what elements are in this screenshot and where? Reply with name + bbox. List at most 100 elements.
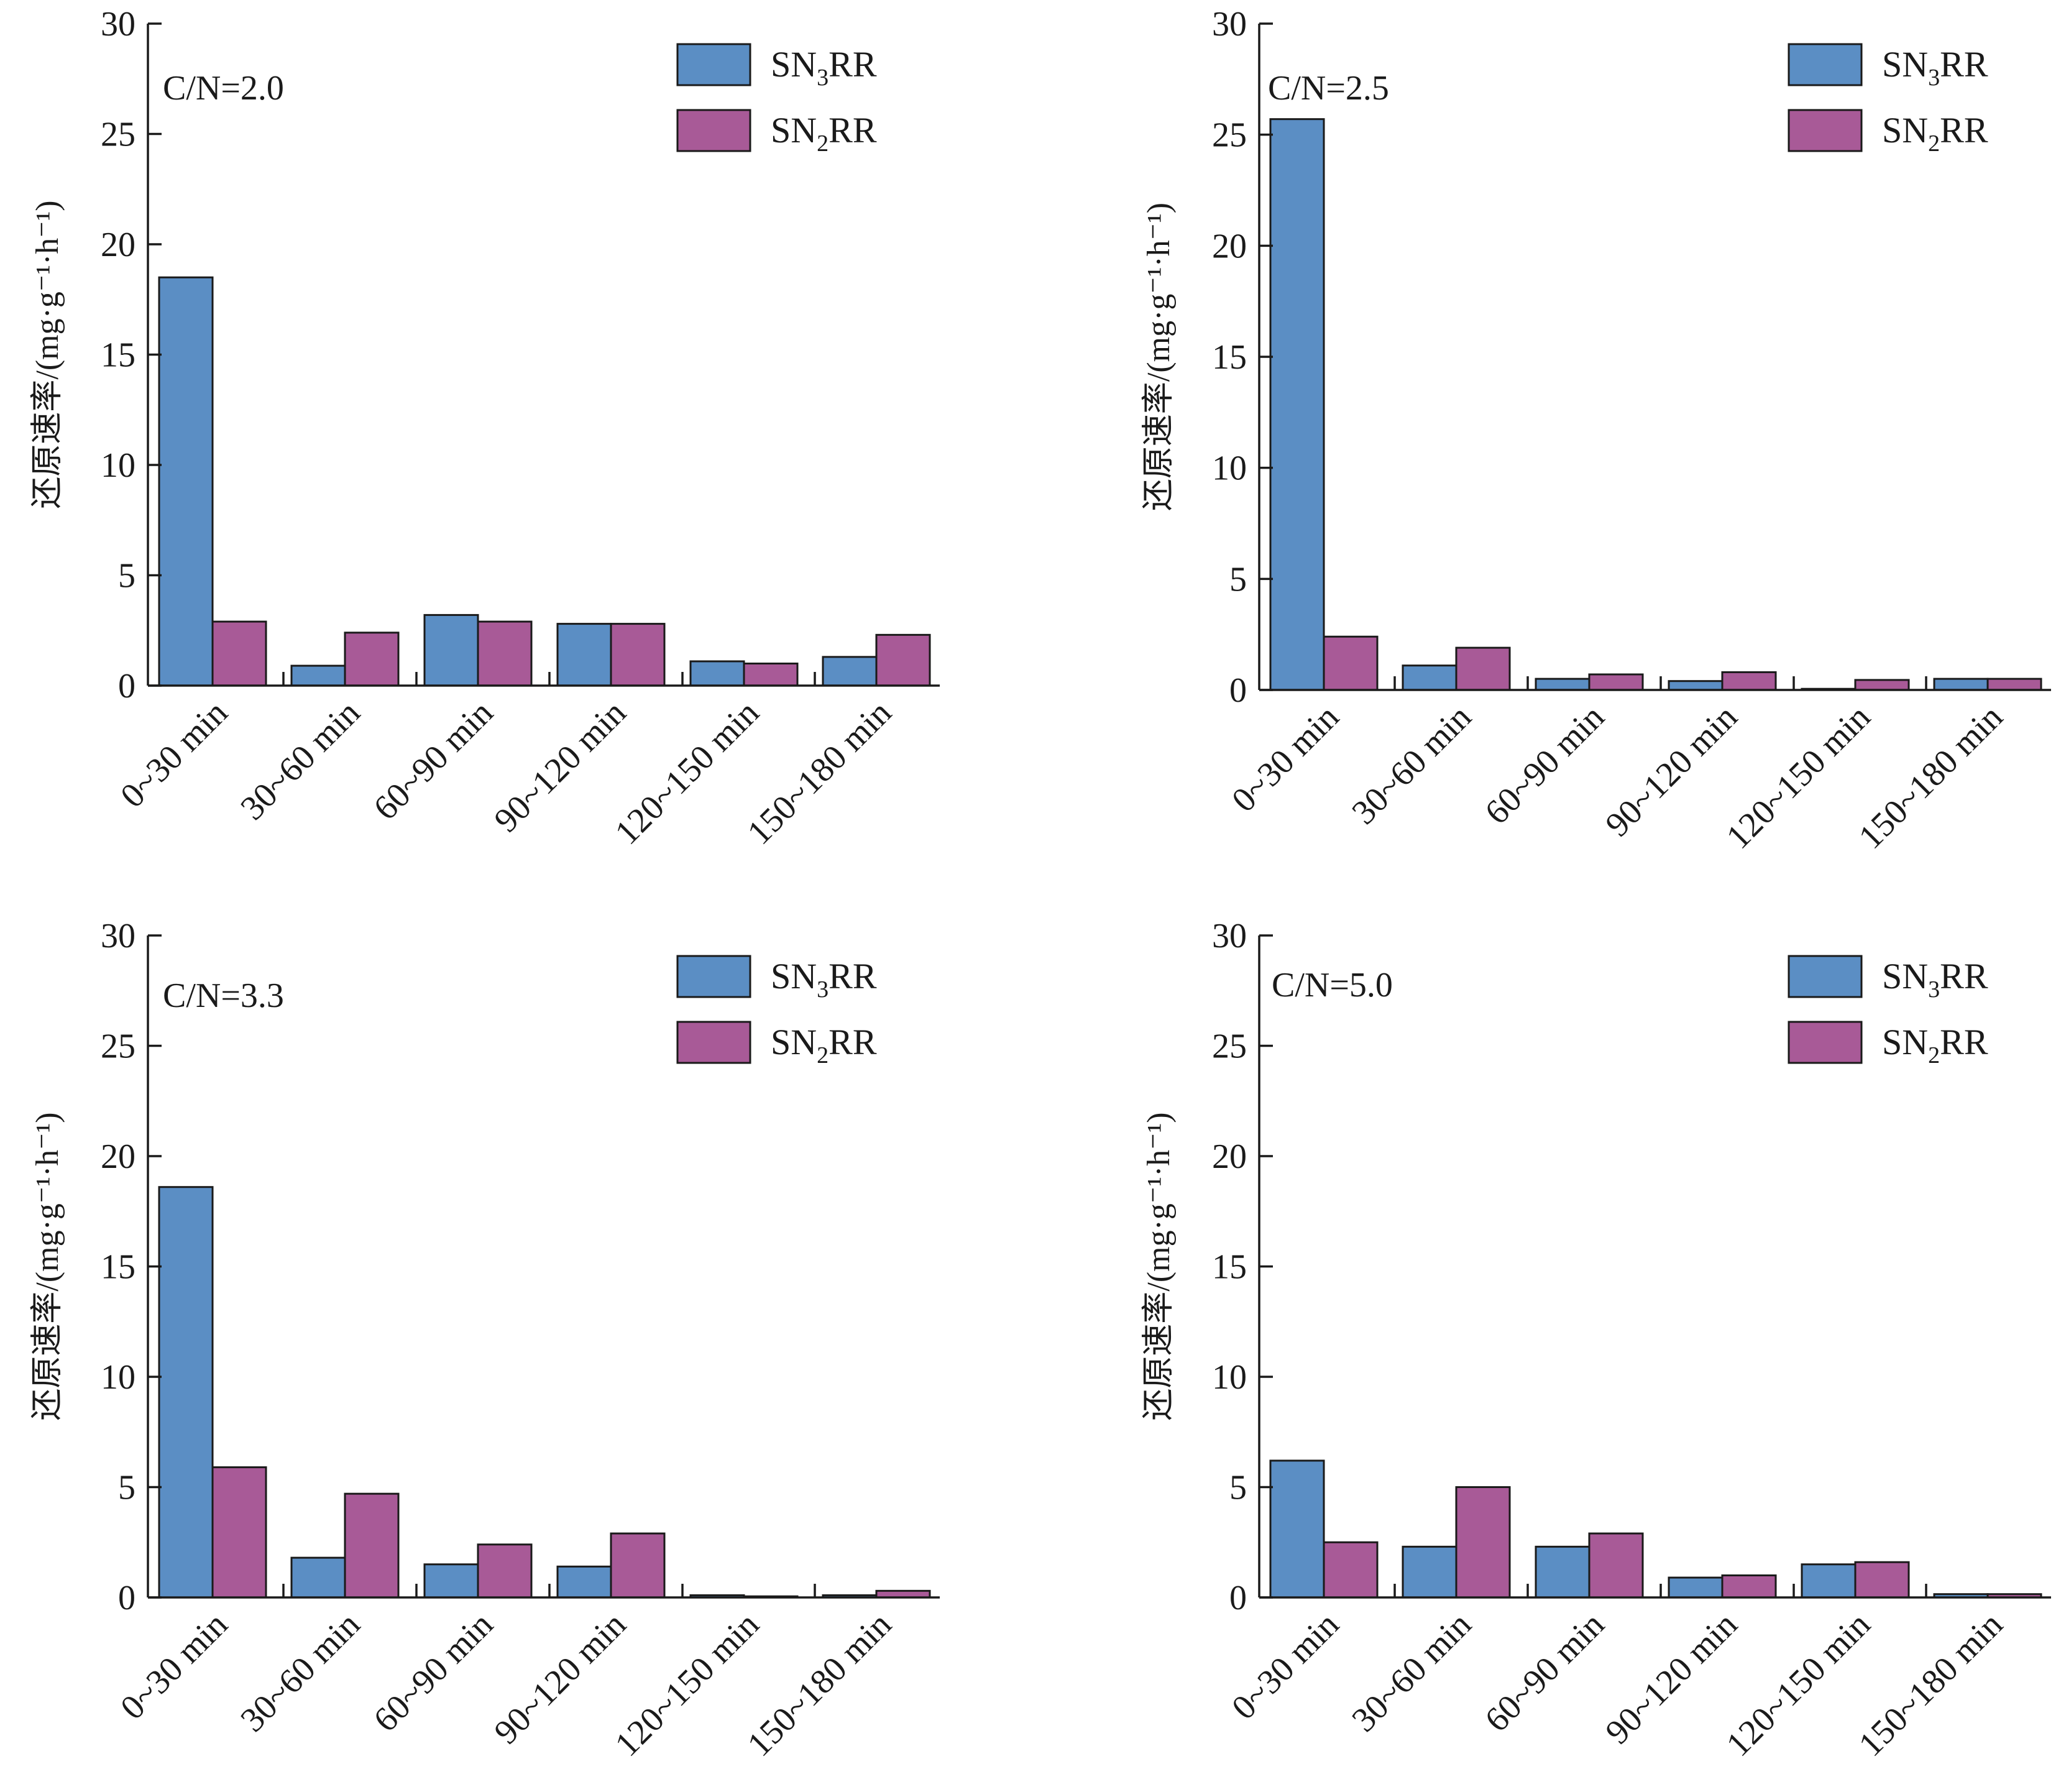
legend-swatch-sn2rr <box>676 109 751 152</box>
legend-subscript: 3 <box>817 65 829 91</box>
legend-suffix: RR <box>829 1022 877 1062</box>
bar-sn3rr-6 <box>822 656 878 687</box>
legend-suffix: RR <box>1940 956 1988 996</box>
y-tick-label: 5 <box>1229 560 1247 599</box>
condition-label: C/N=3.3 <box>163 976 284 1015</box>
bar-sn3rr-2 <box>1402 664 1457 691</box>
bar-sn2rr-2 <box>344 1492 400 1599</box>
x-category-label: 0~30 min <box>1224 1605 1346 1727</box>
y-tick-label: 25 <box>101 1027 135 1066</box>
y-tick-label: 15 <box>101 1248 135 1287</box>
x-category-label: 90~120 min <box>1598 697 1745 844</box>
y-tick-label: 25 <box>101 116 135 154</box>
legend-subscript: 3 <box>817 976 829 1003</box>
y-axis-label: 还原速率/(mg·g⁻¹·h⁻¹) <box>30 1112 65 1420</box>
bar-sn2rr-5 <box>1854 1561 1910 1599</box>
bar-sn3rr-5 <box>1801 1563 1857 1599</box>
bar-sn3rr-2 <box>290 1556 346 1599</box>
legend-suffix: RR <box>829 44 877 85</box>
y-tick-label: 0 <box>1229 1579 1247 1617</box>
legend-label-sn2rr: SN2RR <box>771 110 877 157</box>
bar-sn3rr-2 <box>290 664 346 687</box>
bar-sn2rr-5 <box>743 663 799 687</box>
y-tick-label: 30 <box>101 917 135 955</box>
y-tick-label: 15 <box>1212 1248 1247 1287</box>
x-category-label: 30~60 min <box>233 693 367 827</box>
x-category-label: 30~60 min <box>233 1605 367 1739</box>
legend-label-sn2rr: SN2RR <box>1882 110 1988 157</box>
bar-sn3rr-4 <box>1668 680 1724 691</box>
y-tick-label: 15 <box>1212 338 1247 377</box>
bar-sn2rr-1 <box>211 620 267 687</box>
condition-label: C/N=2.5 <box>1268 69 1389 108</box>
y-tick-label: 30 <box>1212 5 1247 44</box>
legend-label-sn2rr: SN2RR <box>1882 1022 1988 1068</box>
x-category-label: 60~90 min <box>1477 1605 1612 1739</box>
bar-sn3rr-4 <box>1668 1576 1724 1599</box>
bar-sn2rr-4 <box>1721 1574 1777 1599</box>
bar-sn3rr-6 <box>1933 678 1989 691</box>
x-category-label: 60~90 min <box>366 1605 500 1739</box>
x-category-label: 60~90 min <box>366 693 500 827</box>
bar-sn2rr-2 <box>344 632 400 687</box>
legend-prefix: SN <box>771 1022 817 1062</box>
y-tick-label: 0 <box>118 667 135 705</box>
legend-suffix: RR <box>1940 1022 1988 1062</box>
bar-sn3rr-3 <box>1535 1545 1591 1599</box>
legend-suffix: RR <box>829 110 877 150</box>
bar-sn2rr-6 <box>875 633 931 687</box>
legend-subscript: 3 <box>1928 65 1940 91</box>
y-tick-label: 20 <box>101 1137 135 1176</box>
bar-sn2rr-2 <box>1455 1486 1511 1599</box>
x-category-label: 150~180 min <box>740 1605 899 1764</box>
y-tick-label: 0 <box>118 1579 135 1617</box>
legend-suffix: RR <box>1940 110 1988 150</box>
y-tick-label: 30 <box>101 5 135 44</box>
legend-label-sn3rr: SN3RR <box>1882 44 1988 91</box>
legend-subscript: 2 <box>1928 1042 1940 1068</box>
x-category-label: 150~180 min <box>740 693 899 852</box>
bar-sn3rr-3 <box>1535 678 1591 691</box>
legend-swatch-sn3rr <box>1788 43 1863 86</box>
legend-suffix: RR <box>1940 44 1988 85</box>
bar-sn2rr-1 <box>211 1466 267 1599</box>
bar-sn3rr-4 <box>556 623 612 687</box>
legend-label-sn2rr: SN2RR <box>771 1022 877 1068</box>
x-category-label: 0~30 min <box>113 693 235 815</box>
y-tick-label: 5 <box>1229 1469 1247 1507</box>
legend-swatch-sn3rr <box>676 955 751 998</box>
legend-swatch-sn2rr <box>1788 109 1863 152</box>
condition-label: C/N=2.0 <box>163 69 284 108</box>
bar-sn3rr-1 <box>158 1186 214 1599</box>
legend-subscript: 2 <box>817 1042 829 1068</box>
y-tick-label: 10 <box>101 1358 135 1397</box>
bar-sn3rr-1 <box>158 276 214 687</box>
bar-sn3rr-3 <box>423 613 479 687</box>
legend-prefix: SN <box>771 110 817 150</box>
x-category-label: 30~60 min <box>1344 697 1479 832</box>
legend-prefix: SN <box>1882 44 1928 85</box>
y-tick-label: 20 <box>1212 1137 1247 1176</box>
legend-prefix: SN <box>1882 956 1928 996</box>
bar-sn2rr-3 <box>1588 1532 1644 1599</box>
legend-swatch-sn2rr <box>676 1021 751 1064</box>
x-category-label: 0~30 min <box>1224 697 1346 819</box>
bar-sn2rr-3 <box>477 620 533 687</box>
y-axis-label: 还原速率/(mg·g⁻¹·h⁻¹) <box>30 200 65 508</box>
y-axis-label: 还原速率/(mg·g⁻¹·h⁻¹) <box>1141 203 1177 511</box>
x-category-label: 60~90 min <box>1477 697 1612 832</box>
bar-sn3rr-4 <box>556 1565 612 1599</box>
bar-sn3rr-5 <box>689 660 745 687</box>
y-tick-label: 0 <box>1229 671 1247 710</box>
y-tick-label: 25 <box>1212 116 1247 155</box>
y-tick-label: 20 <box>1212 227 1247 265</box>
legend-prefix: SN <box>771 956 817 996</box>
legend-subscript: 2 <box>817 131 829 157</box>
legend-swatch-sn3rr <box>1788 955 1863 998</box>
y-axis-label: 还原速率/(mg·g⁻¹·h⁻¹) <box>1141 1112 1177 1420</box>
y-tick-label: 10 <box>1212 1358 1247 1397</box>
x-category-label: 90~120 min <box>487 1605 633 1752</box>
bar-sn2rr-3 <box>1588 673 1644 691</box>
